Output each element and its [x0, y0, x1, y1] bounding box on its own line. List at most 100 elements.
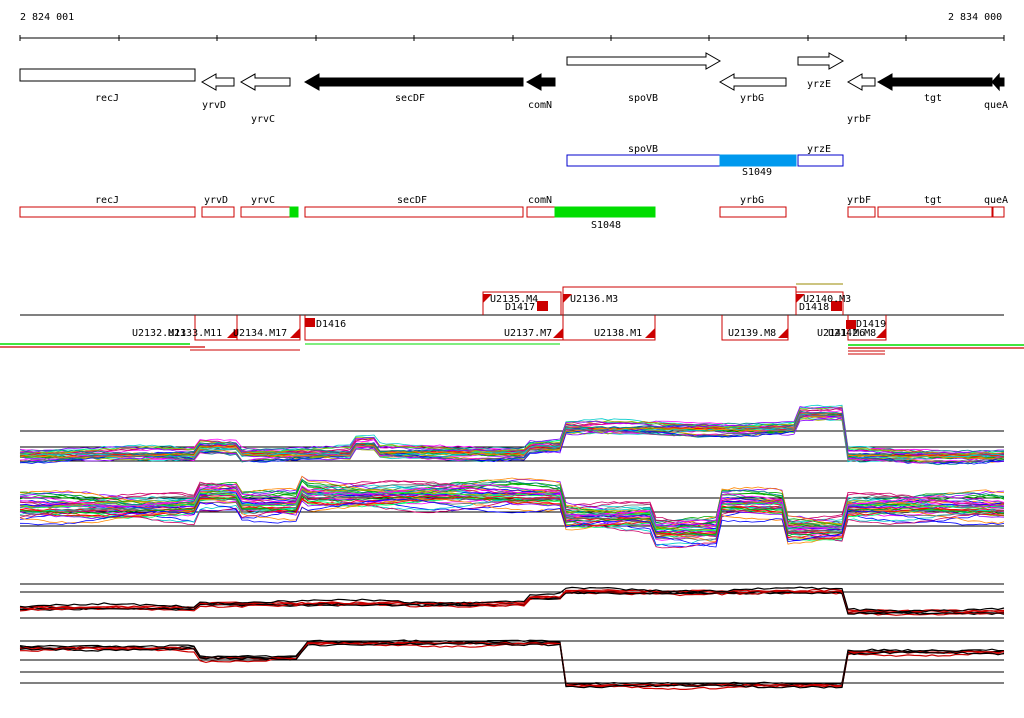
feature-box-queA [992, 206, 1005, 218]
profile2-line-26 [19, 490, 1005, 532]
tu-label-D1417: D1417 [505, 302, 535, 313]
gene-arrow-yrzE [797, 52, 845, 70]
feature-box-yrbG [719, 206, 787, 218]
tu-label-U2136.M3: U2136.M3 [570, 294, 618, 305]
gene-label-yrvD: yrvD [202, 100, 226, 111]
gene-arrow-yrbF [846, 73, 876, 91]
gene-arrow-yrbG [718, 73, 787, 91]
feature-box-yrvC [240, 206, 291, 218]
profile1-line-32 [19, 410, 1005, 456]
feature-box-tgt [877, 206, 993, 218]
profile2-line-10 [19, 480, 1005, 530]
d1417-marker [537, 301, 548, 311]
tu-flag-lower-1 [290, 328, 300, 338]
tu-bracket-lower-4 [721, 315, 789, 341]
gene-label-yrvC: yrvC [251, 114, 275, 125]
gene-arrow-yrvD [200, 73, 235, 91]
feature-label-yrvD: yrvD [204, 195, 228, 206]
profile2-line-32 [19, 478, 1005, 528]
feature-box-S1048 [554, 206, 656, 218]
gene-arrow-secDF [303, 73, 524, 91]
gene-label-spoVB: spoVB [628, 93, 658, 104]
start-coordinate: 2 824 001 [20, 12, 75, 23]
feature-box-comN [526, 206, 556, 218]
gene-arrow-recJ [19, 68, 196, 82]
feature-box-secDF [304, 206, 524, 218]
gene-arrow-tgt [876, 73, 993, 91]
profile3-line-5 [19, 586, 1005, 613]
d1419-marker [846, 320, 856, 329]
lower-feature-track: recJ yrvD yrvC secDF comN S1048 yrbG yrbF tgt que… [19, 195, 1008, 231]
feature-label-S1049: S1049 [742, 167, 772, 178]
tu-label-U2134.M17: U2134.M17 [233, 328, 287, 339]
gene-label-secDF: secDF [395, 93, 425, 104]
profile2-line-12 [19, 496, 1005, 538]
profile4-line-0 [19, 639, 1004, 686]
feature-box-recJ [19, 206, 196, 218]
gene-label-tgt: tgt [924, 93, 942, 104]
tu-flag-lower-3 [645, 328, 655, 338]
gene-label-yrzE: yrzE [807, 79, 831, 90]
profile1-line-22 [19, 408, 1005, 455]
tu-flag-lower-5 [876, 328, 886, 338]
tu-label-U2133.M11: U2133.M11 [168, 328, 222, 339]
end-coordinate: 2 834 000 [948, 12, 1003, 23]
profile2-line-39 [19, 483, 1005, 529]
profile4-line-5 [19, 642, 1005, 689]
gene-label-comN: comN [528, 100, 552, 111]
profile1-line-33 [19, 414, 1005, 464]
position-axis [19, 35, 1005, 41]
gene-label-yrbF: yrbF [847, 114, 871, 125]
feature-box-spoVB [566, 154, 721, 167]
tu-flag-lower-0 [227, 328, 237, 338]
d1418-marker [831, 301, 842, 311]
tu-label-U2141.M6: U2141.M6 [817, 328, 865, 339]
profile2-line-28 [19, 494, 1005, 547]
tu-bracket-lower-1 [236, 315, 301, 341]
feature-label-yrvC: yrvC [251, 195, 275, 206]
d1416-marker [305, 318, 315, 327]
feature-box-yrvD [201, 206, 235, 218]
feature-label-yrbG: yrbG [740, 195, 764, 206]
tu-bracket-U2140 [795, 291, 844, 315]
feature-label-spoVB: spoVB [628, 144, 658, 155]
gene-label-queA: queA [984, 100, 1008, 111]
profile4-line-3 [19, 639, 1005, 687]
tu-flag-lower-4 [778, 328, 788, 338]
gene-arrow-yrvC [239, 73, 291, 91]
profile2-line-37 [19, 495, 1005, 537]
feature-box-S1049 [719, 154, 797, 167]
tu-bracket-lower-3 [562, 315, 656, 341]
feature-box-yrbF [847, 206, 876, 218]
feature-label-S1048: S1048 [591, 220, 621, 231]
tu-flag-upper-1 [563, 294, 572, 303]
feature-label-secDF: secDF [397, 195, 427, 206]
tu-flag-upper-2 [796, 294, 805, 303]
tu-label-U2132.M13: U2132.M13 [132, 328, 186, 339]
upper-feature-track: spoVB S1049 yrzE [566, 144, 844, 178]
profile2-line-38 [19, 498, 1005, 548]
tu-label-D1419: D1419 [856, 319, 886, 330]
gene-arrow-comN [525, 73, 556, 91]
gene-annotation-track: recJ yrvD yrvC secDF comN spoVB yrbG yrzE yrbF tg… [19, 52, 1008, 125]
tu-flag-lower-2 [553, 328, 563, 338]
expression-profile-tracks [19, 404, 1005, 690]
feature-box-yrzE [797, 154, 844, 167]
tu-label-D1418: D1418 [799, 302, 829, 313]
feature-label-recJ: recJ [95, 195, 119, 206]
feature-label-yrzE: yrzE [807, 144, 831, 155]
tu-label-U2142.M8: U2142.M8 [828, 328, 876, 339]
tu-label-D1416: D1416 [316, 319, 346, 330]
feature-box-green-small [289, 206, 299, 218]
tu-label-U2140.M3: U2140.M3 [803, 294, 851, 305]
tu-label-U2138.M1: U2138.M1 [594, 328, 642, 339]
tu-flag-upper-0 [483, 294, 492, 303]
gene-arrow-queA [991, 72, 1005, 92]
feature-label-comN: comN [528, 195, 552, 206]
gene-label-yrbG: yrbG [740, 93, 764, 104]
tu-bracket-U2135 [482, 291, 562, 315]
profile1-line-25 [19, 414, 1005, 460]
tu-label-U2135.M4: U2135.M4 [490, 294, 538, 305]
feature-label-yrbF: yrbF [847, 195, 871, 206]
